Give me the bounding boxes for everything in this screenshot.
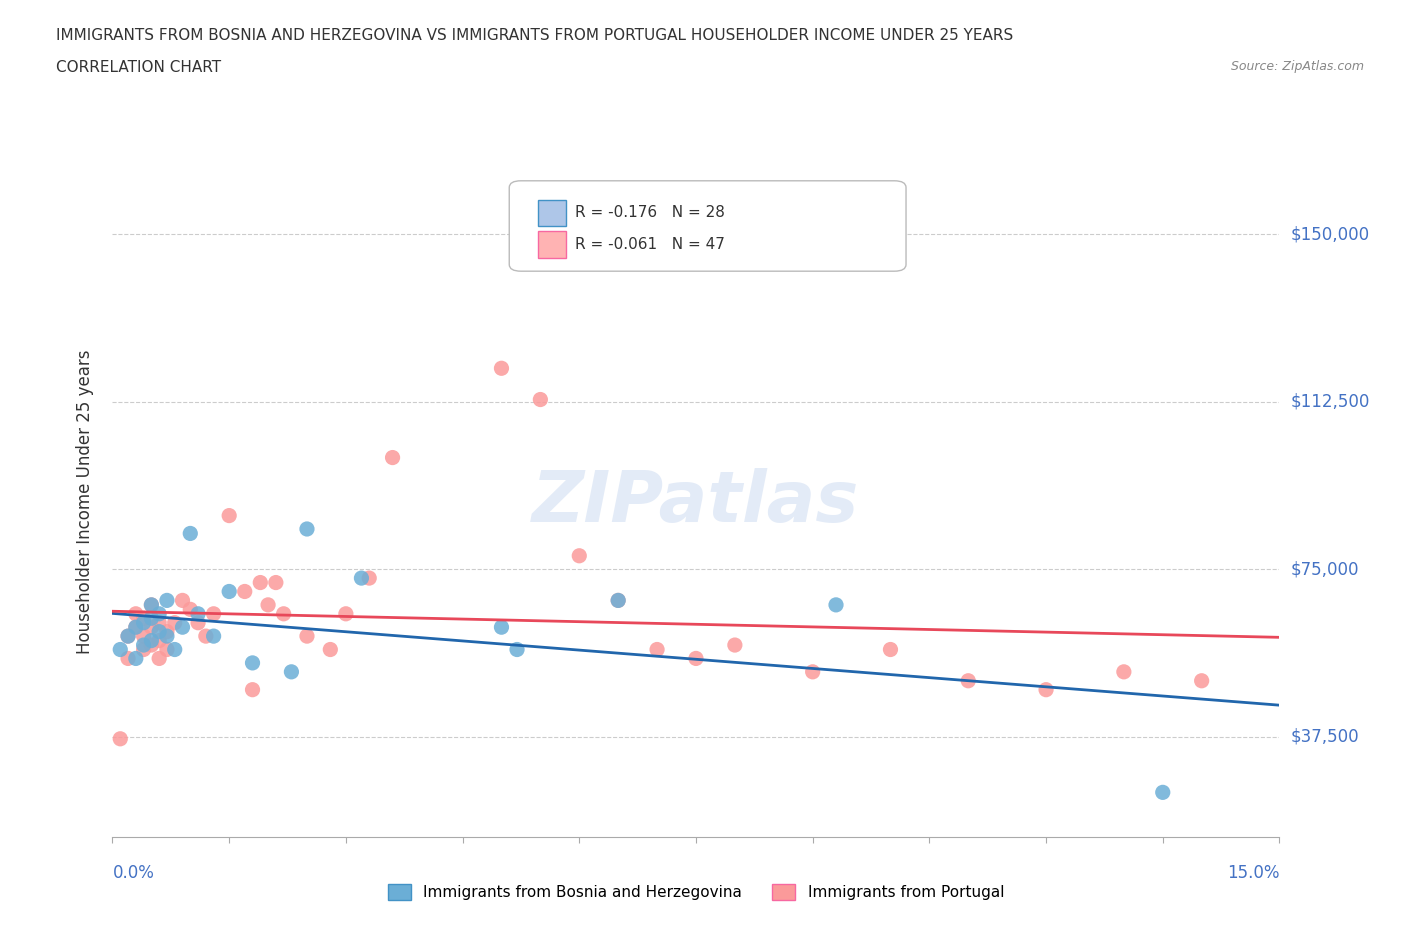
Point (179, 526, 201, 541)
Point (491, 361, 513, 376)
Point (148, 633, 170, 648)
Legend: Immigrants from Bosnia and Herzegovina, Immigrants from Portugal: Immigrants from Bosnia and Herzegovina, … (382, 878, 1010, 907)
Point (202, 629, 225, 644)
Point (141, 611, 163, 626)
Point (132, 629, 155, 644)
Point (242, 656, 264, 671)
Point (148, 606, 170, 621)
Point (645, 642, 668, 657)
Point (117, 629, 139, 644)
Point (187, 616, 209, 631)
Point (141, 597, 163, 612)
Point (132, 616, 155, 631)
Text: $75,000: $75,000 (1291, 560, 1360, 578)
Text: 15.0%: 15.0% (1227, 864, 1279, 882)
Point (1152, 785, 1174, 800)
Point (163, 642, 186, 657)
Point (607, 593, 630, 608)
Point (825, 597, 848, 612)
Point (685, 651, 707, 666)
Y-axis label: Householder Income Under 25 years: Householder Income Under 25 years (76, 350, 94, 655)
FancyBboxPatch shape (509, 180, 905, 272)
Point (264, 575, 287, 590)
Point (132, 642, 155, 657)
Point (273, 606, 295, 621)
Point (381, 450, 404, 465)
Bar (538, 231, 567, 258)
Point (110, 731, 132, 746)
Point (529, 392, 551, 407)
Point (1112, 664, 1135, 679)
Point (132, 638, 155, 653)
Point (607, 593, 630, 608)
Point (506, 642, 529, 657)
Point (125, 606, 148, 621)
Point (249, 575, 271, 590)
Point (491, 619, 513, 634)
Point (148, 624, 170, 639)
Point (568, 549, 591, 564)
Point (257, 597, 280, 612)
Point (141, 619, 163, 634)
Point (724, 638, 747, 653)
Point (957, 673, 980, 688)
Point (132, 611, 155, 626)
Point (141, 638, 163, 653)
Point (141, 597, 163, 612)
Point (117, 651, 139, 666)
Point (148, 651, 170, 666)
Point (156, 629, 179, 644)
Text: R = -0.061   N = 47: R = -0.061 N = 47 (575, 237, 724, 252)
Point (319, 642, 342, 657)
Bar (538, 200, 567, 226)
Point (801, 664, 824, 679)
Point (141, 633, 163, 648)
Text: $150,000: $150,000 (1291, 225, 1369, 244)
Point (187, 606, 209, 621)
Point (218, 508, 240, 523)
Point (125, 619, 148, 634)
Point (156, 624, 179, 639)
Point (194, 629, 217, 644)
Point (359, 571, 381, 586)
Point (202, 606, 225, 621)
Point (1191, 673, 1213, 688)
Point (350, 571, 373, 586)
Point (110, 642, 132, 657)
Point (879, 642, 901, 657)
Text: $37,500: $37,500 (1291, 727, 1360, 746)
Text: IMMIGRANTS FROM BOSNIA AND HERZEGOVINA VS IMMIGRANTS FROM PORTUGAL HOUSEHOLDER I: IMMIGRANTS FROM BOSNIA AND HERZEGOVINA V… (56, 28, 1014, 43)
Text: 0.0%: 0.0% (112, 864, 155, 882)
Text: Source: ZipAtlas.com: Source: ZipAtlas.com (1230, 60, 1364, 73)
Point (156, 642, 179, 657)
Point (125, 619, 148, 634)
Point (1035, 683, 1057, 698)
Point (218, 584, 240, 599)
Point (172, 619, 194, 634)
Point (179, 602, 201, 617)
Point (156, 593, 179, 608)
Point (172, 593, 194, 608)
Point (148, 616, 170, 631)
Point (280, 664, 302, 679)
Text: $112,500: $112,500 (1291, 392, 1369, 411)
Point (295, 522, 318, 537)
Text: ZIPatlas: ZIPatlas (533, 468, 859, 537)
Point (233, 584, 256, 599)
Point (295, 629, 318, 644)
Point (117, 629, 139, 644)
Text: R = -0.176   N = 28: R = -0.176 N = 28 (575, 206, 724, 220)
Text: CORRELATION CHART: CORRELATION CHART (56, 60, 221, 75)
Point (335, 606, 357, 621)
Point (125, 651, 148, 666)
Point (163, 616, 186, 631)
Point (242, 683, 264, 698)
